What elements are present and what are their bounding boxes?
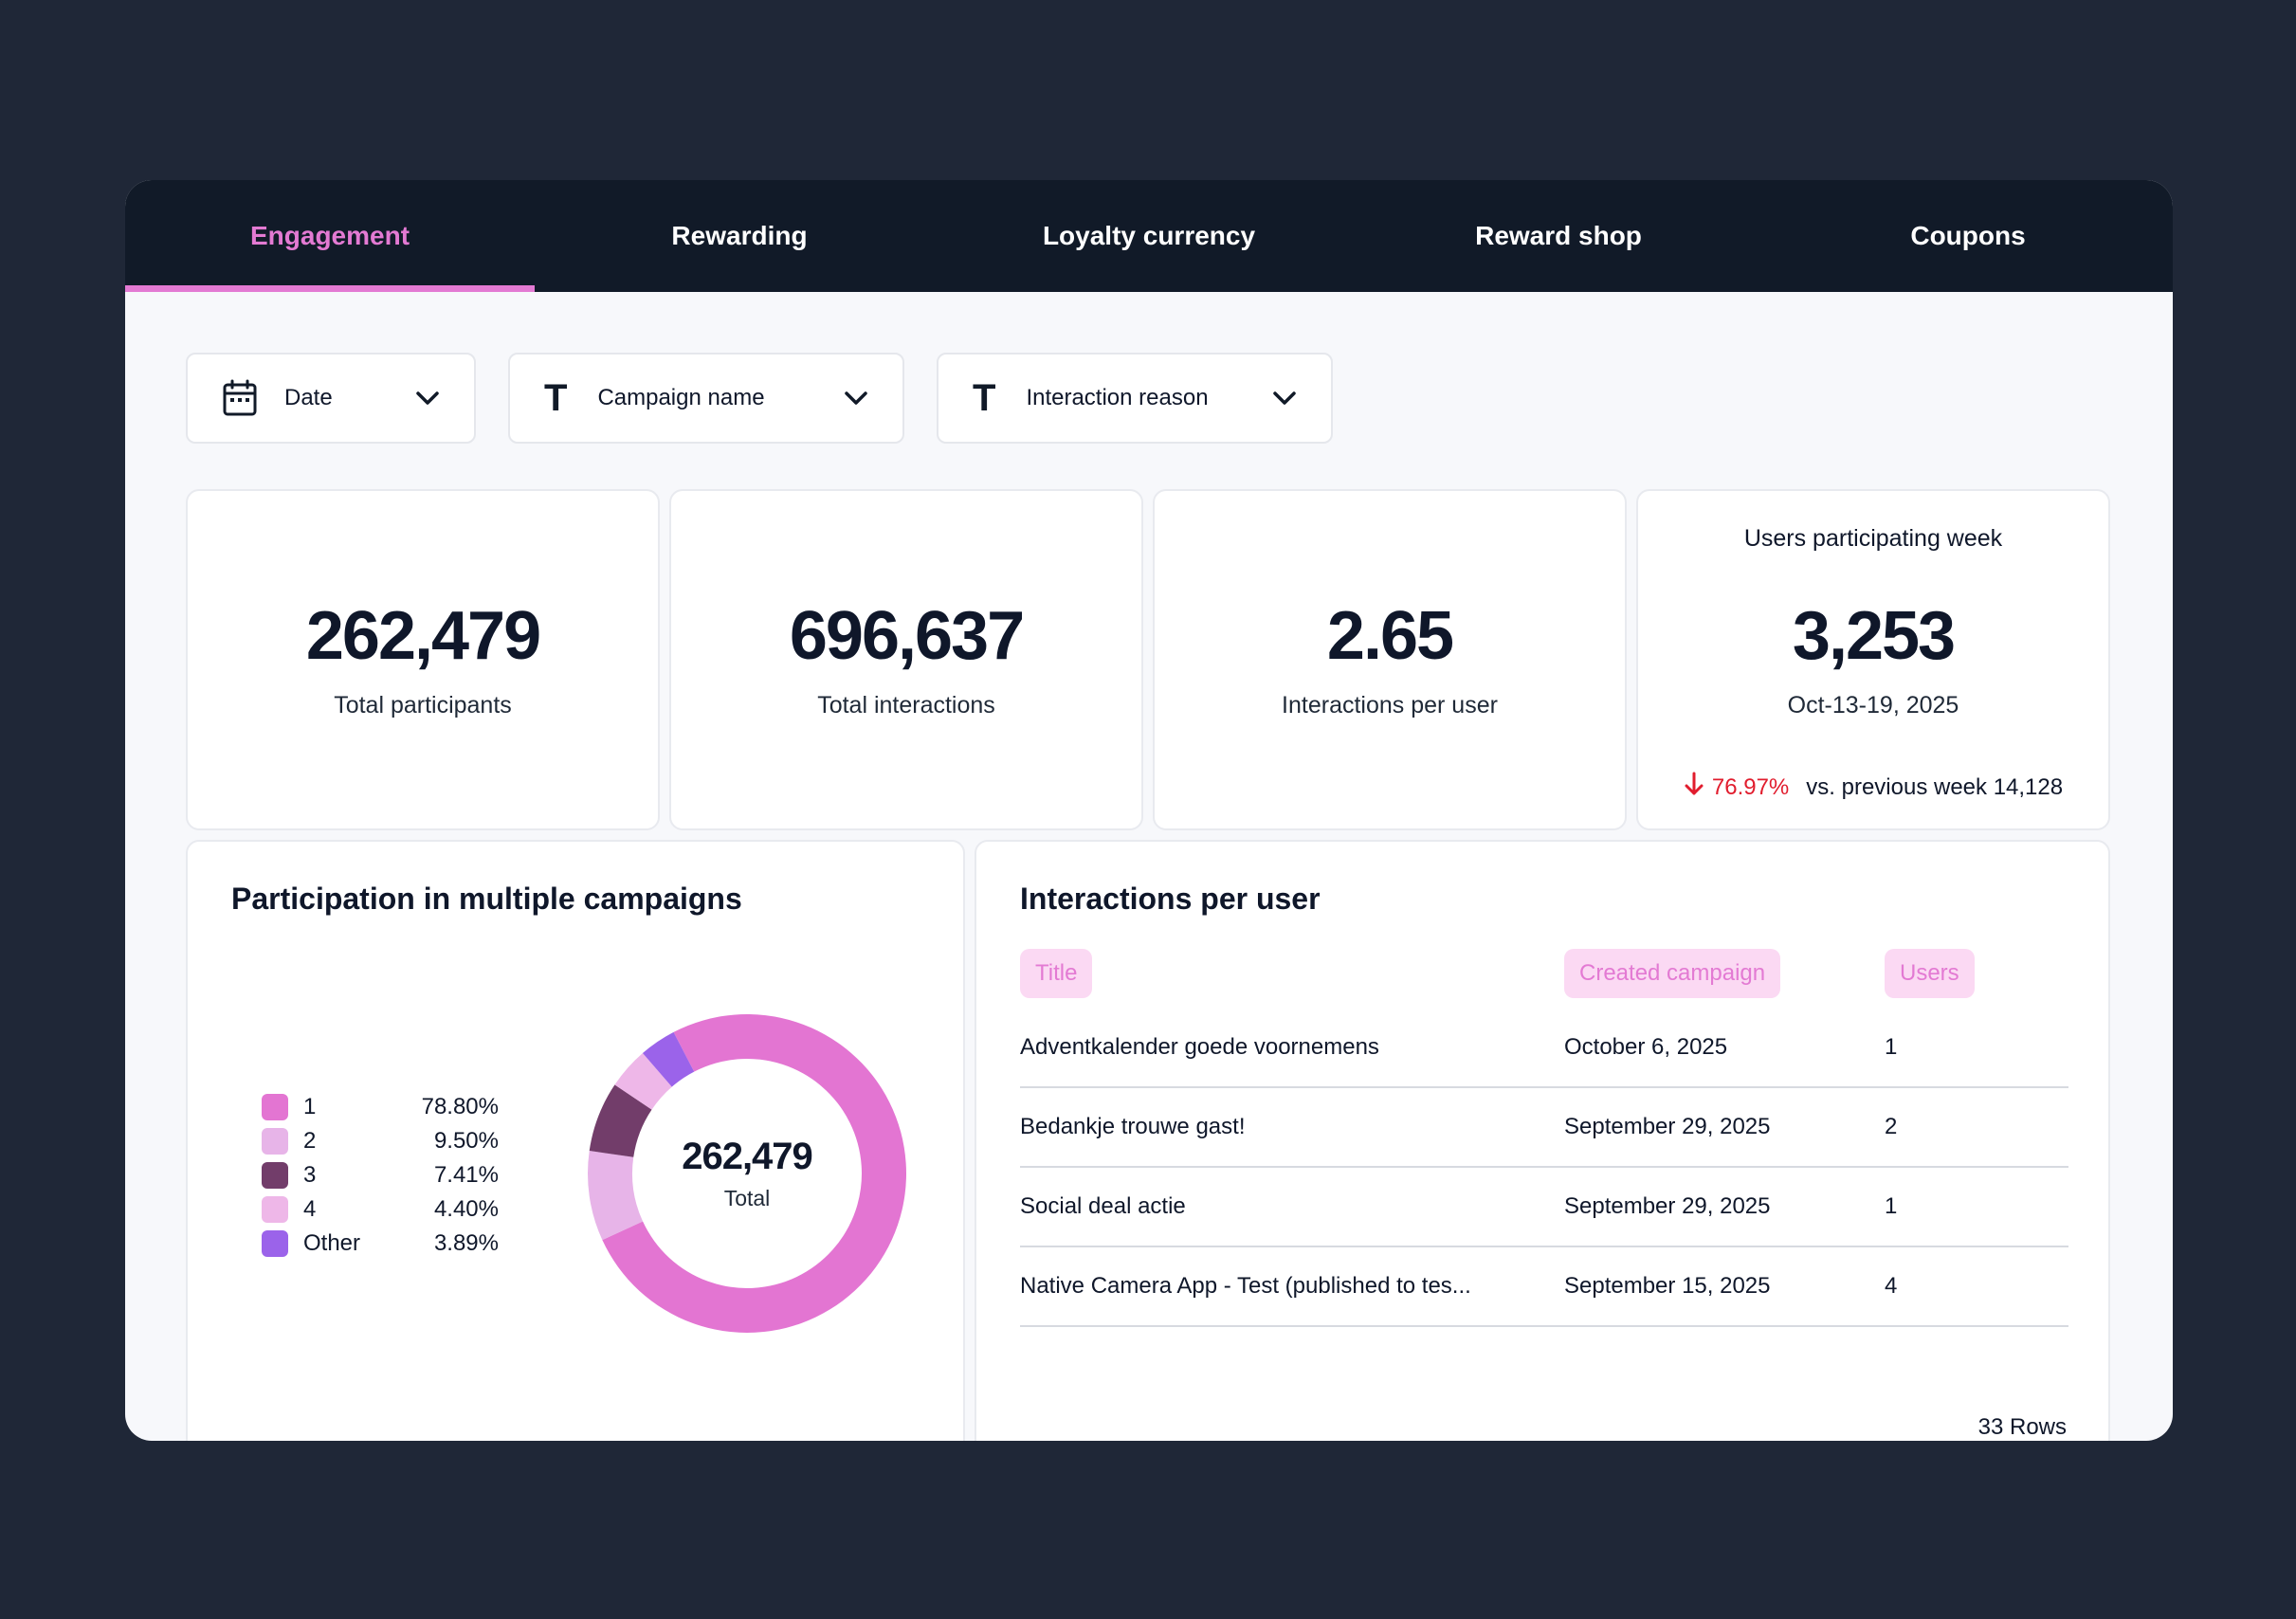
kpi-label: Interactions per user [1282,692,1498,719]
date-filter-label: Date [284,385,333,410]
legend-item: 1 78.80% [262,1090,499,1124]
legend-item: 3 7.41% [262,1158,499,1192]
kpi-period: Oct-13-19, 2025 [1787,692,1959,719]
kpi-interactions-per-user: 2.65 Interactions per user [1153,489,1627,830]
legend-percent: 3.89% [433,1230,499,1256]
tab-coupons[interactable]: Coupons [1910,221,2026,250]
legend-label: Other [303,1230,361,1256]
column-header-created-campaign[interactable]: Created campaign [1564,949,1781,998]
interaction-reason-filter-label: Interaction reason [1026,385,1209,410]
donut-chart [588,1014,906,1333]
legend-label: 1 [303,1094,317,1119]
participation-panel: Participation in multiple campaigns 1 78.… [186,840,965,1441]
donut-slice-3[interactable] [589,1084,652,1157]
interaction-reason-filter-dropdown[interactable]: T Interaction reason [937,353,1333,444]
cell-created-campaign: October 6, 2025 [1564,1034,1728,1060]
donut-center: 262,479 Total [586,1012,908,1335]
delta-percent: 76.97% [1711,773,1790,800]
date-filter-dropdown[interactable]: Date [186,353,476,444]
kpi-value: 696,637 [789,598,1025,674]
donut-total-value: 262,479 [682,1136,813,1177]
campaign-name-filter-dropdown[interactable]: T Campaign name [508,353,904,444]
tab-bar: Engagement Rewarding Loyalty currency Re… [125,180,2173,292]
cell-users: 4 [1885,1273,1898,1299]
kpi-delta: 76.97% vs. previous week 14,128 [1638,772,2108,803]
legend-swatch [262,1230,288,1257]
tab-reward-shop[interactable]: Reward shop [1475,221,1642,250]
kpi-value: 2.65 [1326,598,1454,674]
table-header: Title Created campaign Users [1020,948,2068,999]
legend-swatch [262,1128,288,1155]
calendar-icon [222,379,258,417]
text-type-icon: T [973,377,996,419]
cell-title: Bedankje trouwe gast! [1020,1114,1246,1139]
chevron-down-icon [415,391,440,406]
dashboard-window: Engagement Rewarding Loyalty currency Re… [125,180,2173,1441]
campaign-name-filter-label: Campaign name [597,385,765,410]
cell-title: Native Camera App - Test (published to t… [1020,1273,1471,1299]
legend-percent: 78.80% [421,1094,499,1119]
cell-created-campaign: September 29, 2025 [1564,1114,1771,1139]
participation-title: Participation in multiple campaigns [231,882,742,916]
cell-created-campaign: September 29, 2025 [1564,1193,1771,1219]
cell-title: Social deal actie [1020,1193,1186,1219]
kpi-weekly-users: Users participating week 3,253 Oct-13-19… [1636,489,2110,830]
table-body: Adventkalender goede voornemens October 6… [1020,1009,2068,1327]
filter-bar: Date T Campaign name T Interaction reaso… [186,353,1333,444]
kpi-total-participants: 262,479 Total participants [186,489,660,830]
kpi-value: 3,253 [1792,598,1956,674]
chevron-down-icon [844,391,868,406]
kpi-total-interactions: 696,637 Total interactions [669,489,1143,830]
tab-engagement[interactable]: Engagement [125,180,535,292]
table-row[interactable]: Bedankje trouwe gast! September 29, 2025 2 [1020,1088,2068,1168]
legend-percent: 4.40% [433,1196,499,1222]
delta-comparison: vs. previous week 14,128 [1806,773,2064,800]
donut-slice-2[interactable] [588,1151,644,1241]
table-row[interactable]: Adventkalender goede voornemens October 6… [1020,1009,2068,1088]
kpi-value: 262,479 [305,598,541,674]
legend-percent: 7.41% [433,1162,499,1188]
legend-swatch [262,1196,288,1223]
donut-slice-other[interactable] [642,1031,695,1087]
interactions-table: Title Created campaign Users Adventkalen… [1020,948,2068,1327]
column-header-users[interactable]: Users [1885,949,1975,998]
chevron-down-icon [1272,391,1297,406]
legend-item: 4 4.40% [262,1192,499,1227]
donut-slice-4[interactable] [614,1053,672,1110]
cell-users: 1 [1885,1034,1898,1060]
legend-label: 3 [303,1162,317,1188]
donut-slice-1[interactable] [602,1014,906,1333]
table-row[interactable]: Native Camera App - Test (published to t… [1020,1247,2068,1327]
legend-swatch [262,1162,288,1189]
cell-users: 1 [1885,1193,1898,1219]
legend-label: 2 [303,1128,317,1154]
tab-rewarding[interactable]: Rewarding [671,221,808,250]
chart-legend: 1 78.80% 2 9.50% 3 7.41% 4 4.40% Other 3.89% [262,1090,499,1261]
row-count: 33 Rows [1977,1414,2067,1440]
tab-loyalty-currency[interactable]: Loyalty currency [1042,221,1256,250]
donut-total-label: Total [723,1186,771,1210]
kpi-label: Total interactions [817,692,995,719]
legend-item: Other 3.89% [262,1227,499,1261]
kpi-label: Total participants [334,692,512,719]
kpi-title: Users participating week [1743,525,2003,552]
cell-title: Adventkalender goede voornemens [1020,1034,1379,1060]
legend-percent: 9.50% [433,1128,499,1154]
text-type-icon: T [544,377,568,419]
arrow-down-icon [1684,772,1704,803]
interactions-table-panel: Interactions per user Title Created camp… [975,840,2110,1441]
cell-created-campaign: September 15, 2025 [1564,1273,1771,1299]
legend-item: 2 9.50% [262,1124,499,1158]
legend-label: 4 [303,1196,317,1222]
column-header-title[interactable]: Title [1020,949,1093,998]
legend-swatch [262,1094,288,1120]
table-row[interactable]: Social deal actie September 29, 2025 1 [1020,1168,2068,1247]
interactions-table-title: Interactions per user [1020,882,1321,916]
cell-users: 2 [1885,1114,1898,1139]
